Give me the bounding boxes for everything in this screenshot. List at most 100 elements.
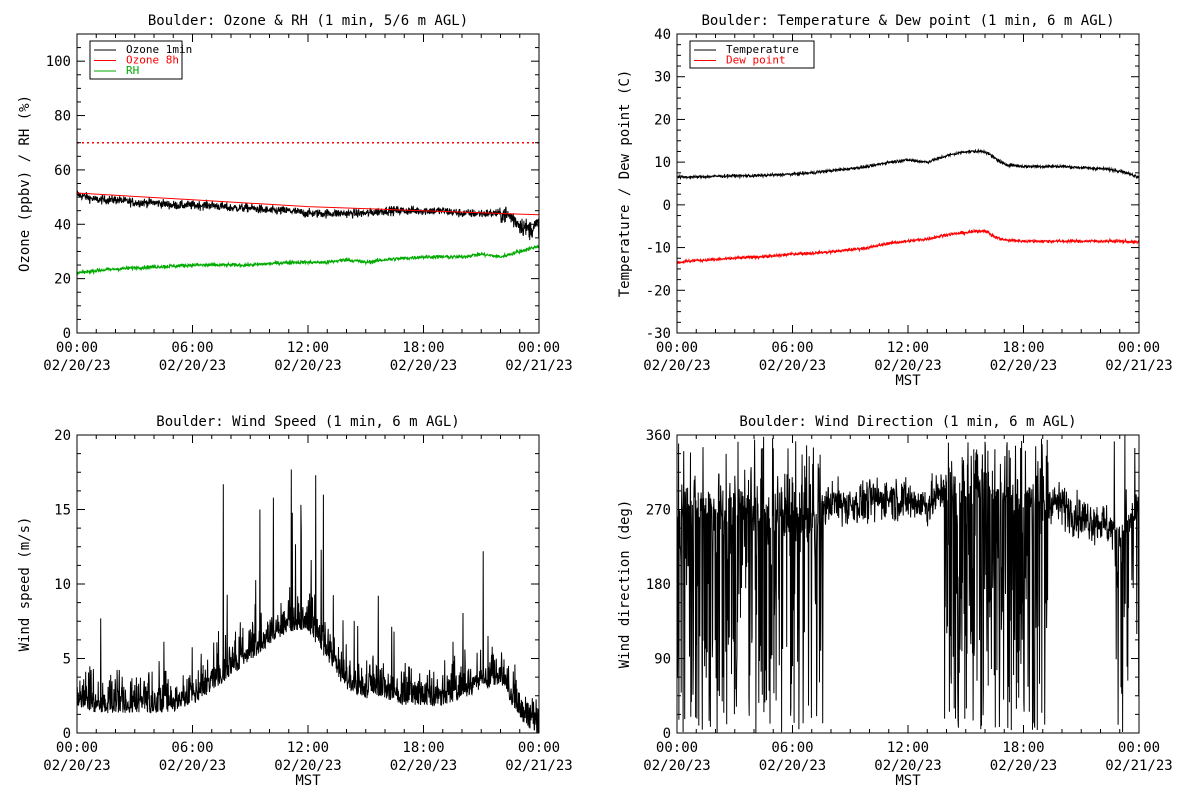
x-tick-time: 06:00 (171, 340, 213, 356)
x-tick-time: 12:00 (887, 740, 929, 756)
series-line-1 (77, 469, 539, 733)
y-tick-label: -10 (646, 241, 671, 257)
x-tick-time: 18:00 (1002, 740, 1044, 756)
y-axis-label: Temperature / Dew point (C) (617, 70, 633, 298)
x-tick-date: 02/20/23 (874, 758, 941, 774)
y-tick-label: 80 (54, 109, 71, 125)
y-tick-label: 20 (54, 428, 71, 444)
y-tick-label: 5 (63, 652, 71, 668)
y-tick-label: 0 (663, 726, 671, 742)
x-tick-time: 12:00 (887, 340, 929, 356)
y-tick-label: -20 (646, 283, 671, 299)
y-tick-label: 0 (663, 198, 671, 214)
y-tick-label: -30 (646, 326, 671, 342)
y-tick-label: 10 (54, 577, 71, 593)
x-tick-time: 06:00 (171, 740, 213, 756)
x-tick-date: 02/20/23 (43, 758, 110, 774)
chart-panel-4: Boulder: Wind Direction (1 min, 6 m AGL)… (617, 414, 1173, 789)
chart-title: Boulder: Wind Speed (1 min, 6 m AGL) (156, 414, 459, 430)
x-tick-time: 00:00 (656, 340, 698, 356)
y-tick-label: 20 (654, 112, 671, 128)
plot-frame (676, 434, 1140, 734)
x-tick-time: 12:00 (287, 340, 329, 356)
x-tick-date: 02/21/23 (1105, 358, 1172, 374)
x-tick-date: 02/20/23 (390, 358, 457, 374)
chart-panel-3: Boulder: Wind Speed (1 min, 6 m AGL) 0 5 10… (17, 414, 573, 789)
x-tick-date: 02/20/23 (390, 758, 457, 774)
y-tick-label: 100 (46, 54, 71, 70)
y-tick-label: 10 (654, 155, 671, 171)
x-tick-date: 02/20/23 (159, 358, 226, 374)
x-axis-label: MST (895, 373, 921, 389)
y-tick-label: 90 (654, 652, 671, 668)
y-tick-label: 270 (646, 503, 671, 519)
chart-panel-1: Boulder: Ozone & RH (1 min, 5/6 m AGL)02… (17, 13, 573, 374)
legend-box (689, 40, 815, 69)
y-tick-label: 60 (54, 163, 71, 179)
x-tick-time: 00:00 (518, 340, 560, 356)
series-dew-point (677, 228, 1139, 265)
y-tick-label: 15 (54, 503, 71, 519)
x-axis-label: MST (295, 773, 321, 789)
y-axis-label: Wind speed (m/s) (17, 517, 33, 652)
x-tick-time: 06:00 (771, 740, 813, 756)
x-tick-time: 00:00 (56, 740, 98, 756)
x-tick-time: 00:00 (656, 740, 698, 756)
series-ozone-1min (77, 190, 539, 241)
chart-title: Boulder: Wind Direction (1 min, 6 m AGL) (739, 414, 1076, 430)
x-tick-time: 06:00 (771, 340, 813, 356)
chart-title: Boulder: Temperature & Dew point (1 min,… (701, 13, 1114, 29)
legend-label: Ozone 8h (126, 54, 179, 67)
series-group (77, 469, 539, 733)
x-tick-date: 02/20/23 (990, 758, 1057, 774)
x-tick-time: 00:00 (1118, 340, 1160, 356)
series-temperature (677, 148, 1139, 181)
x-tick-time: 18:00 (402, 740, 444, 756)
y-tick-label: 40 (54, 217, 71, 233)
x-tick-time: 18:00 (1002, 340, 1044, 356)
series-rh (77, 244, 539, 276)
series-ozone-8h (77, 192, 539, 216)
y-tick-label: 0 (63, 326, 71, 342)
y-tick-label: 0 (63, 726, 71, 742)
legend-label: RH (126, 64, 139, 77)
series-group (677, 148, 1139, 265)
legend-label: Dew point (726, 54, 786, 67)
x-tick-date: 02/20/23 (274, 758, 341, 774)
y-tick-label: 20 (54, 272, 71, 288)
y-axis-label: Wind direction (deg) (617, 500, 633, 669)
x-tick-time: 12:00 (287, 740, 329, 756)
x-tick-date: 02/21/23 (505, 358, 572, 374)
series-group (77, 141, 539, 276)
x-tick-time: 00:00 (56, 340, 98, 356)
x-tick-time: 00:00 (1118, 740, 1160, 756)
x-tick-date: 02/21/23 (1105, 758, 1172, 774)
series-group (677, 435, 1139, 733)
legend-label: Temperature (726, 43, 799, 56)
x-tick-time: 18:00 (402, 340, 444, 356)
series-line-1 (677, 435, 1139, 733)
chart-title: Boulder: Ozone & RH (1 min, 5/6 m AGL) (148, 13, 468, 29)
y-tick-label: 30 (654, 70, 671, 86)
chart-panel-2: Boulder: Temperature & Dew point (1 min,… (617, 13, 1173, 389)
x-tick-date: 02/21/23 (505, 758, 572, 774)
legend-label: Ozone 1min (126, 43, 192, 56)
plot-frame (676, 33, 1140, 334)
y-tick-label: 180 (646, 577, 671, 593)
y-tick-label: 360 (646, 428, 671, 444)
x-tick-date: 02/20/23 (990, 358, 1057, 374)
x-tick-date: 02/20/23 (274, 358, 341, 374)
x-tick-date: 02/20/23 (759, 758, 826, 774)
x-tick-date: 02/20/23 (159, 758, 226, 774)
x-tick-date: 02/20/23 (759, 358, 826, 374)
y-axis-label: Ozone (ppbv) / RH (%) (17, 95, 33, 272)
x-tick-date: 02/20/23 (643, 358, 710, 374)
x-tick-date: 02/20/23 (874, 358, 941, 374)
x-tick-time: 00:00 (518, 740, 560, 756)
y-tick-label: 40 (654, 27, 671, 43)
x-tick-date: 02/20/23 (43, 358, 110, 374)
x-axis-label: MST (895, 773, 921, 789)
x-tick-date: 02/20/23 (643, 758, 710, 774)
